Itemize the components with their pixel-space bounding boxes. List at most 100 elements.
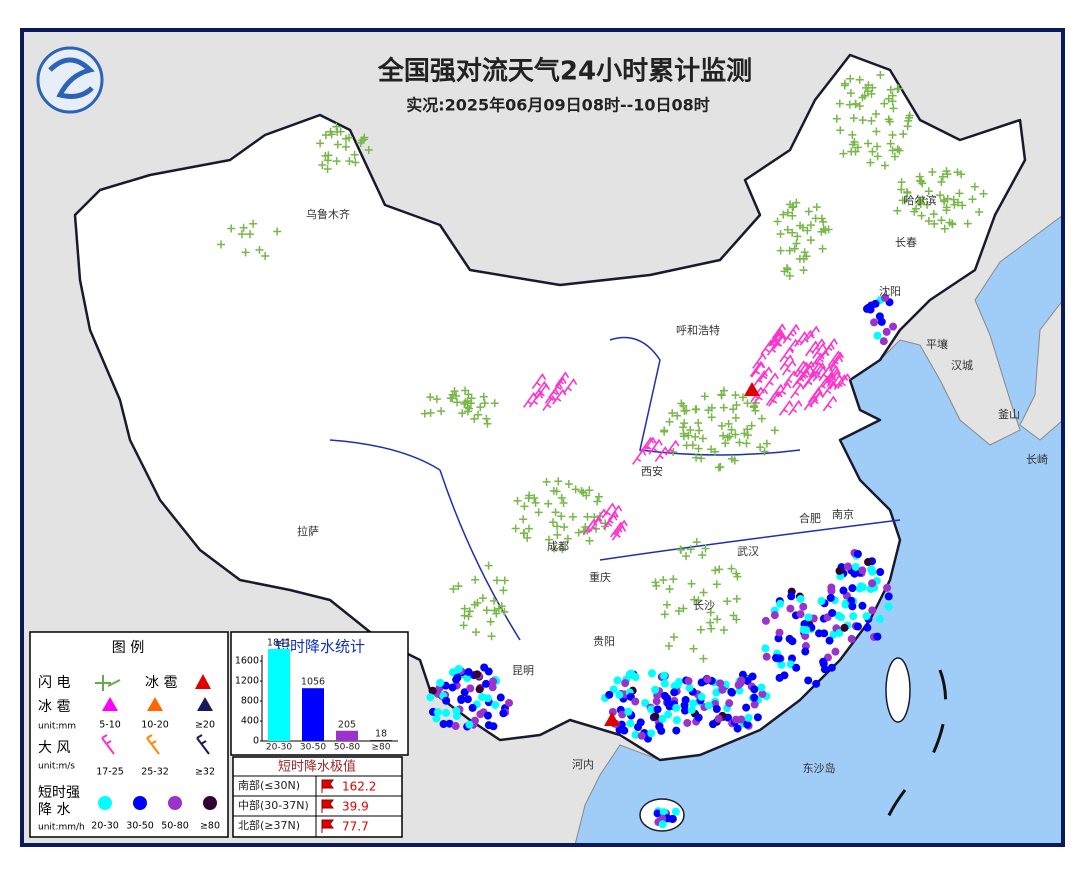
rain-mark: [796, 610, 805, 619]
lightning-mark: [500, 607, 509, 616]
lightning-mark: [551, 508, 560, 517]
rain-mark: [788, 637, 797, 646]
lightning-mark: [542, 477, 551, 486]
lightning-mark: [679, 429, 688, 438]
lightning-mark: [341, 142, 350, 151]
rain-mark: [605, 690, 614, 699]
rain-mark: [786, 604, 795, 613]
lightning-mark: [699, 654, 708, 663]
legend-class: 20-30: [91, 821, 119, 832]
wind-mark: [648, 438, 663, 455]
rain-mark: [433, 708, 442, 717]
rain-mark: [653, 809, 662, 818]
lightning-mark: [530, 494, 539, 503]
lightning-mark: [711, 566, 720, 575]
rain-mark: [664, 699, 673, 708]
wind-mark: [531, 373, 547, 390]
rain-mark: [697, 692, 706, 701]
wind-mark: [803, 394, 819, 411]
lightning-mark: [583, 512, 592, 521]
rain-mark: [732, 715, 741, 724]
lightning-mark: [568, 512, 577, 521]
legend-class: 17-25: [96, 767, 124, 778]
lightning-mark: [695, 426, 704, 435]
rain-mark: [862, 612, 871, 621]
lightning-mark: [848, 140, 857, 149]
rain-mark: [464, 667, 473, 676]
rain-mark: [775, 673, 784, 682]
rain-mark: [618, 710, 627, 719]
legend-unit: unit:m/s: [38, 762, 75, 772]
rain-mark: [664, 710, 673, 719]
rain-mark: [868, 606, 877, 615]
lightning-mark: [574, 528, 583, 537]
extreme-value: 162.2: [342, 780, 376, 794]
rain-mark: [609, 685, 618, 694]
lightning-mark: [463, 407, 472, 416]
legend-title: 图 例: [112, 640, 144, 656]
rain-mark: [697, 678, 706, 687]
city-label: 长春: [895, 236, 917, 249]
city-label: 合肥: [799, 511, 821, 525]
hail-class-symbol: [147, 697, 163, 711]
wind-mark: [533, 380, 549, 397]
lightning-mark: [664, 641, 673, 650]
lightning-mark: [478, 594, 487, 603]
lightning-mark: [461, 386, 470, 395]
lightning-mark: [476, 403, 485, 412]
wind-mark: [794, 331, 809, 347]
wind-mark: [778, 399, 794, 416]
lightning-mark: [585, 536, 594, 545]
lightning-mark: [686, 545, 695, 554]
rain-mark: [864, 558, 873, 567]
bar: [268, 648, 290, 741]
lightning-mark: [848, 130, 857, 139]
lightning-mark: [356, 138, 365, 147]
flag-icon: [321, 819, 334, 833]
lightning-mark: [938, 172, 947, 181]
rain-mark: [672, 716, 681, 725]
lightning-mark: [679, 401, 688, 410]
lightning-mark: [484, 561, 493, 570]
rain-mark: [889, 322, 898, 331]
lightning-mark: [560, 523, 569, 532]
lightning-mark: [464, 612, 473, 621]
lightning-mark: [660, 427, 669, 436]
lightning-mark: [742, 439, 751, 448]
lightning-mark: [500, 576, 509, 585]
rain-mark: [488, 683, 497, 692]
wind-mark: [822, 380, 837, 397]
lightning-mark: [261, 251, 270, 260]
rain-mark: [608, 707, 617, 716]
rain-mark: [687, 705, 696, 714]
city-label: 成都: [547, 540, 569, 553]
lightning-mark: [534, 508, 543, 517]
extremes-table: 短时降水极值 南部(≤30N) 162.2 中部(30-37N) 39.9 北部(≥37…: [232, 756, 403, 838]
rain-mark: [647, 705, 656, 714]
wind-mark: [771, 323, 786, 340]
rain-mark: [653, 705, 662, 714]
rain-mark: [672, 703, 681, 712]
lightning-mark: [793, 232, 802, 241]
lightning-mark: [689, 644, 698, 653]
rain-mark: [827, 663, 836, 672]
lightning-mark: [897, 178, 906, 187]
lightning-mark: [897, 185, 906, 194]
lightning-mark: [719, 403, 728, 412]
wind-mark: [829, 351, 845, 368]
rain-mark: [641, 698, 650, 707]
rain-mark: [761, 644, 770, 653]
city-label: 釜山: [998, 407, 1020, 421]
lightning-mark: [511, 524, 520, 533]
wind-mark: [758, 366, 773, 383]
wind-mark: [836, 373, 852, 390]
wind-mark: [771, 333, 786, 350]
lightning-mark: [721, 439, 730, 448]
wind-mark: [753, 369, 768, 386]
wind-mark: [665, 439, 680, 456]
y-tick-label: 1600: [235, 656, 259, 667]
city-label: 乌鲁木齐: [306, 207, 350, 221]
lightning-mark: [680, 406, 689, 415]
rain-mark: [876, 568, 885, 577]
